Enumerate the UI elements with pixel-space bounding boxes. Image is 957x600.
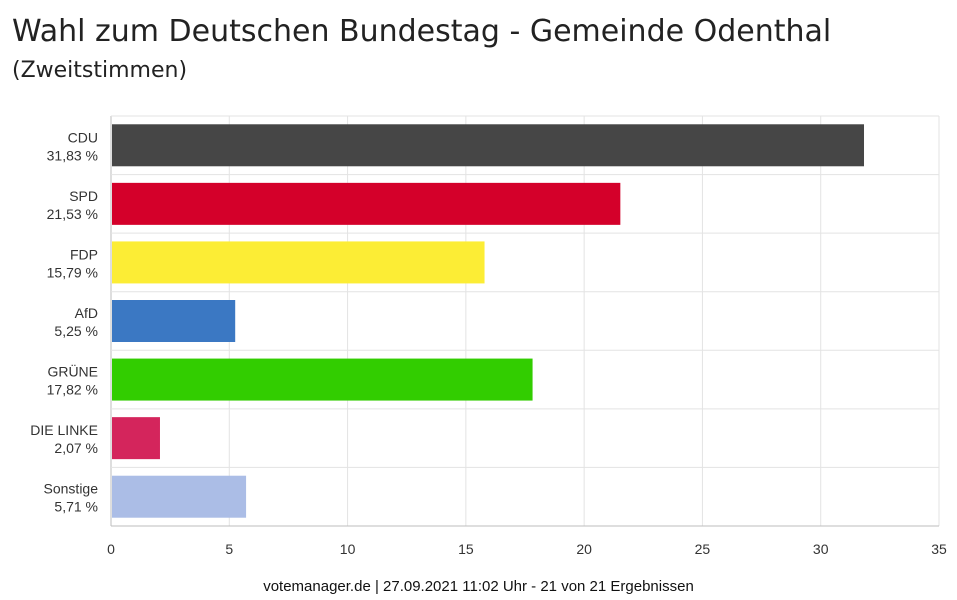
category-label: SPD — [69, 188, 98, 204]
category-labels: CDU 31,83 % SPD 21,53 % FDP 15,79 % AfD 5,25 % G… — [30, 129, 98, 514]
bar-die-linke — [112, 417, 160, 460]
bar-sonstige — [112, 475, 247, 518]
bar-fdp — [112, 241, 485, 284]
category-label: GRÜNE — [47, 363, 98, 380]
category-label: FDP — [70, 246, 98, 262]
bar-cdu — [112, 124, 865, 167]
x-tick-label: 10 — [340, 541, 356, 557]
category-label: CDU — [68, 129, 98, 145]
category-label: DIE LINKE — [30, 422, 98, 438]
value-label: 21,53 % — [47, 206, 98, 222]
bars — [112, 124, 865, 518]
x-tick-label: 5 — [225, 541, 233, 557]
value-label: 2,07 % — [54, 440, 98, 456]
x-tick-label: 0 — [107, 541, 115, 557]
x-tick-label: 25 — [695, 541, 711, 557]
x-axis-ticks: 0 5 10 15 20 25 30 35 — [107, 541, 947, 557]
x-tick-label: 20 — [576, 541, 592, 557]
value-label: 15,79 % — [47, 264, 98, 280]
value-label: 5,25 % — [54, 323, 98, 339]
chart-subtitle: (Zweitstimmen) — [12, 58, 188, 83]
value-label: 5,71 % — [54, 499, 98, 515]
category-label: Sonstige — [44, 481, 99, 497]
chart-title: Wahl zum Deutschen Bundestag - Gemeinde … — [12, 14, 832, 49]
category-label: AfD — [75, 305, 98, 321]
x-tick-label: 30 — [813, 541, 829, 557]
value-label: 17,82 % — [47, 382, 98, 398]
bar-grüne — [112, 358, 533, 401]
bar-spd — [112, 182, 621, 225]
value-label: 31,83 % — [47, 147, 98, 163]
source-footer: votemanager.de | 27.09.2021 11:02 Uhr - … — [263, 578, 694, 595]
x-tick-label: 15 — [458, 541, 474, 557]
bar-chart: CDU 31,83 % SPD 21,53 % FDP 15,79 % AfD 5,25 % G… — [30, 115, 947, 557]
bar-afd — [112, 300, 236, 342]
x-tick-label: 35 — [931, 541, 947, 557]
